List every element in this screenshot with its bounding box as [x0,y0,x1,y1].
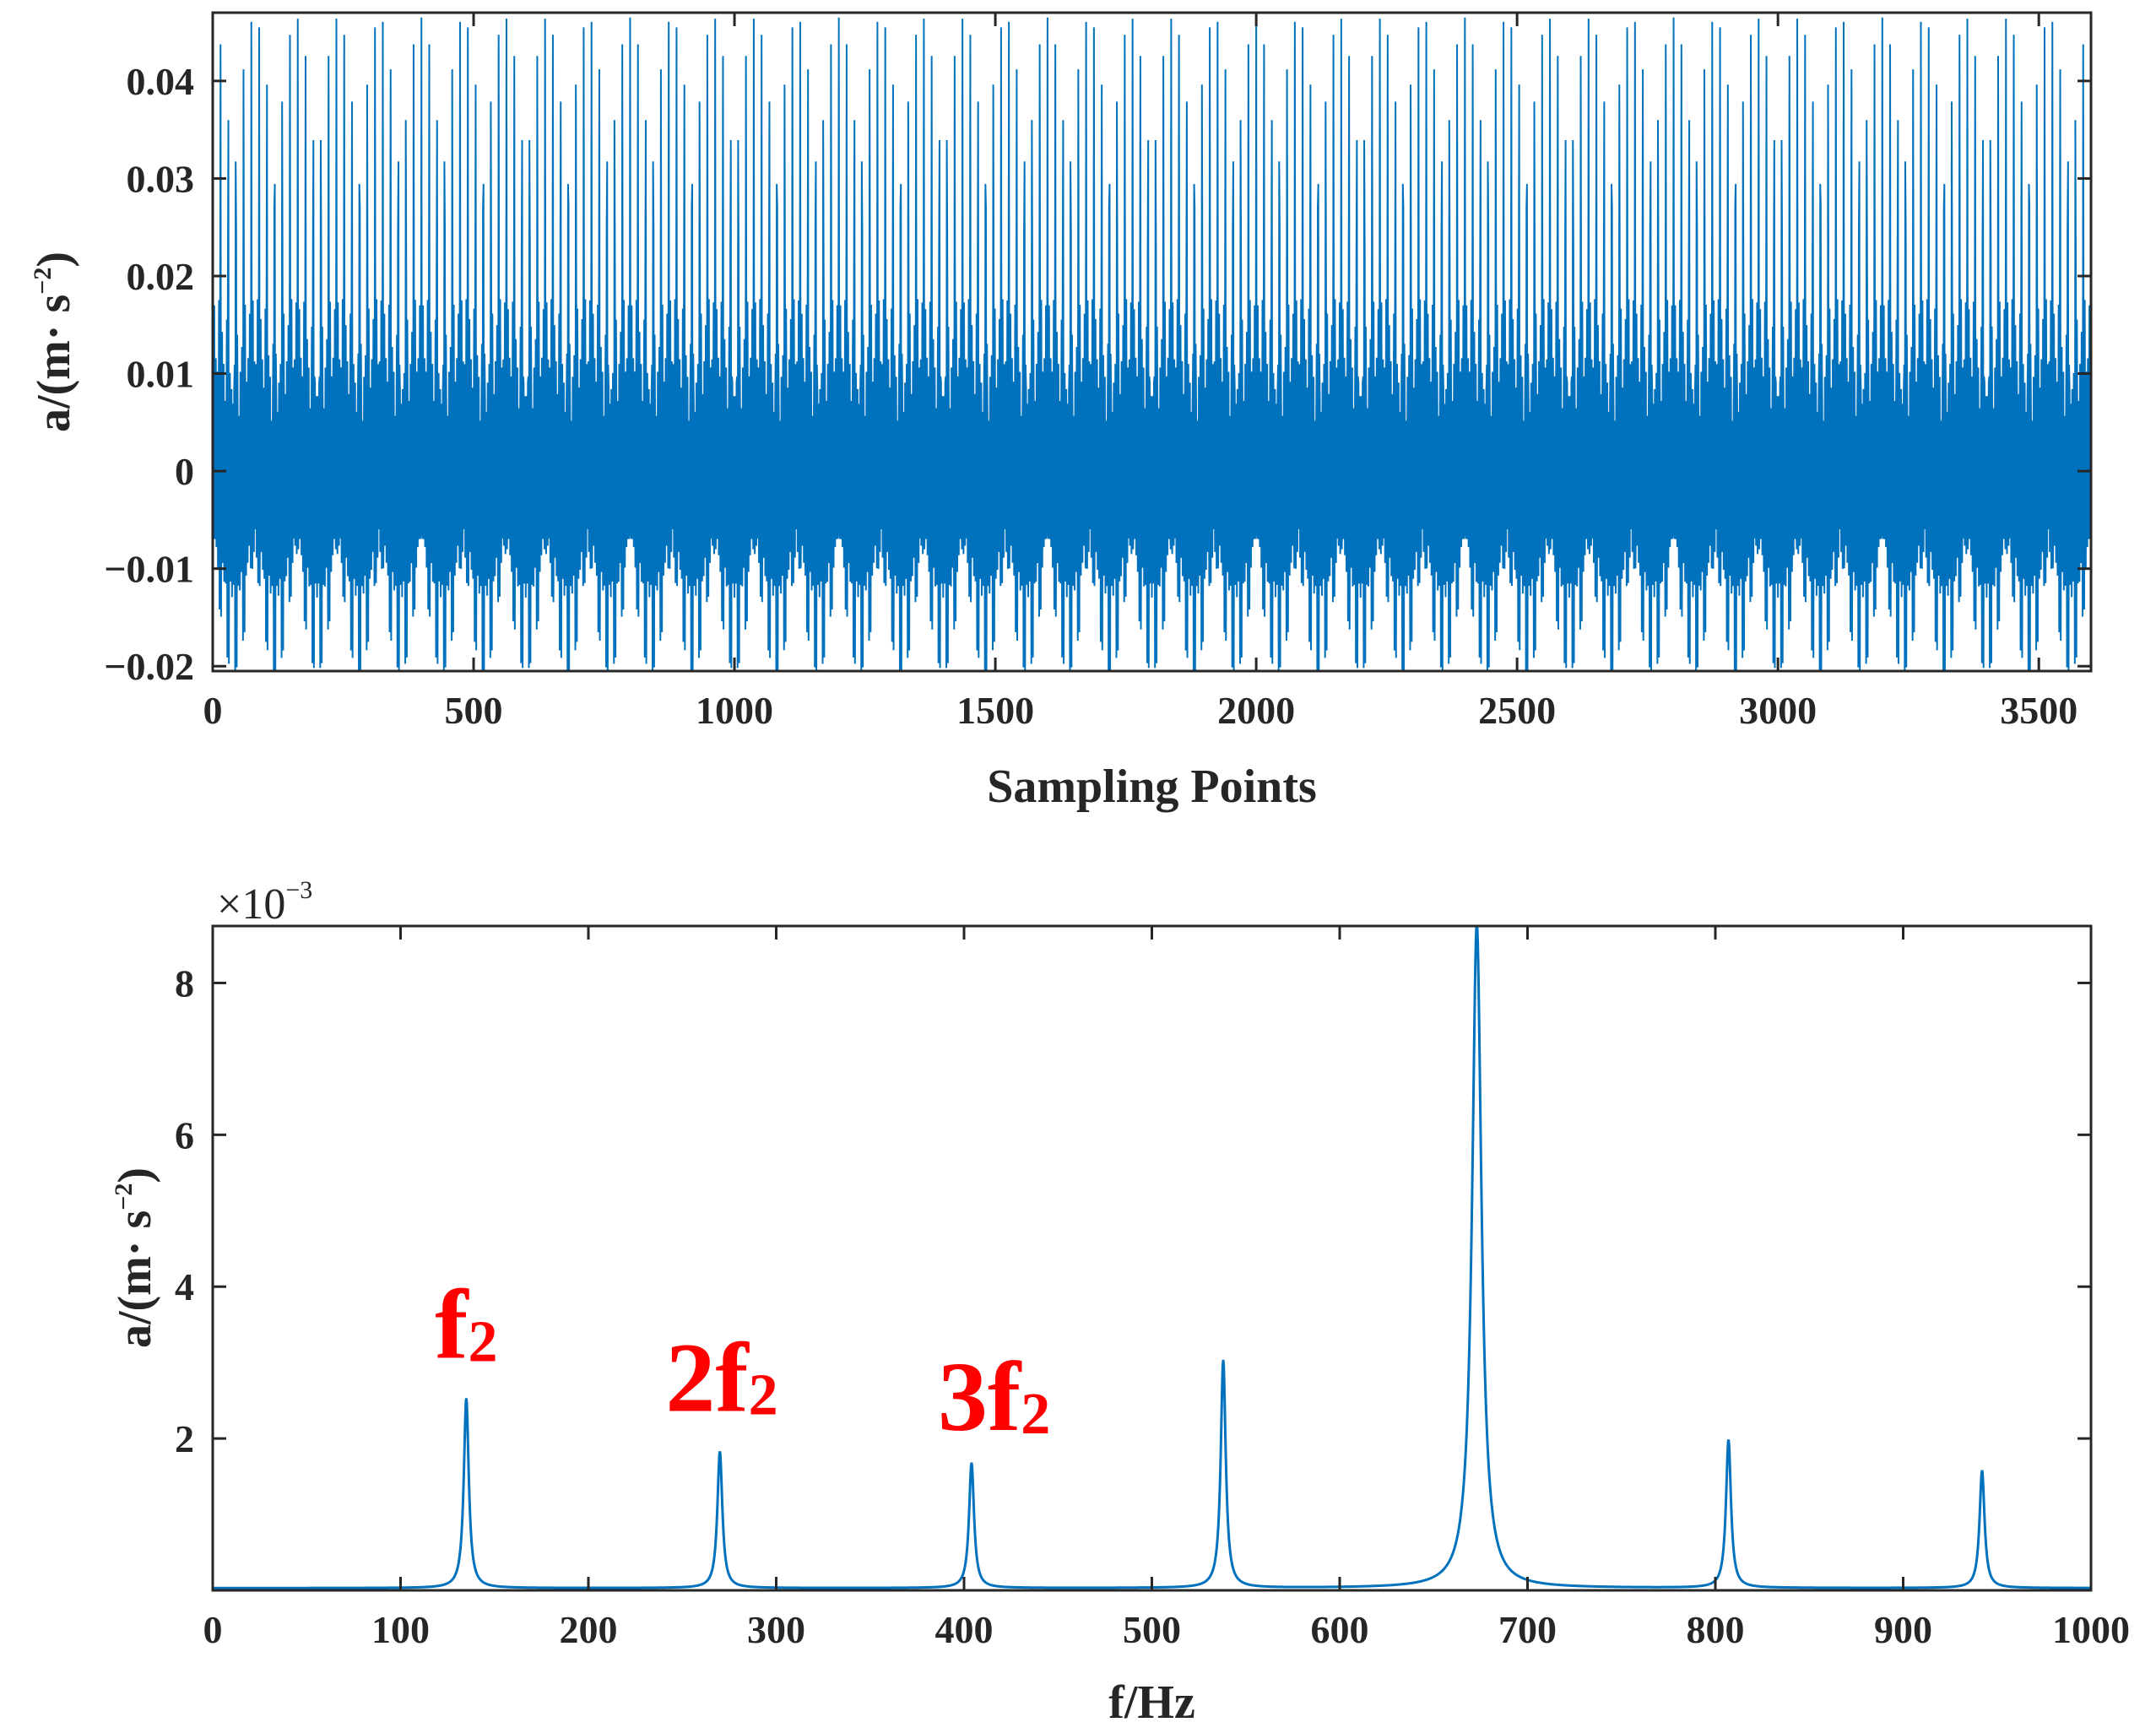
y-tick-label: 2 [175,1417,194,1460]
x-tick-label: 800 [1687,1608,1745,1651]
x-tick-label: 0 [203,1608,223,1651]
harmonic-annotation-main: 2f [665,1323,750,1433]
x-tick-label: 900 [1874,1608,1932,1651]
spectrum-chart-x-ticks: 0 100 200 300 400 500 600 700 800 900 1000 [203,926,2130,1651]
y-tick-label: −0.01 [104,548,194,591]
time-chart-frame [211,11,2093,673]
spectrum-chart-frame [211,924,2093,1592]
spectrum-line [213,925,2091,1589]
spectrum-chart-y-ticks: 2 4 6 8 [175,961,2091,1460]
x-tick-label: 600 [1311,1608,1369,1651]
spectrum-chart-exponent: ×10−3 [217,876,312,929]
harmonic-annotation-sub: 2 [469,1310,498,1375]
y-tick-label: 0 [175,450,194,493]
spectrum-chart-y-label-main: a/(m· s [109,1210,161,1348]
harmonic-annotation-sub: 2 [749,1363,778,1428]
spectrum-chart-y-axis-label: a/(m· s−2) [109,1167,161,1348]
time-chart-y-label-main: a/(m· s [28,295,80,432]
x-tick-label: 1000 [2052,1608,2130,1651]
spectrum-chart-plot-area [213,925,2091,1589]
time-chart-x-ticks: 0 500 1000 1500 2000 2500 3000 3500 [203,13,2077,732]
x-tick-label: 500 [445,689,503,732]
spectrum-chart: 0 100 200 300 400 500 600 700 800 900 1000 2 4 6 8 ×1… [109,876,2130,1729]
harmonic-annotation-main: f [435,1270,469,1380]
y-tick-label: 0.04 [127,60,195,103]
time-chart-y-ticks: −0.02 −0.01 0 0.01 0.02 0.03 0.04 [104,60,2091,688]
y-tick-label: 0.03 [127,157,195,200]
harmonic-annotation: 3f2 [938,1341,1050,1452]
time-chart-x-axis-label: Sampling Points [987,761,1317,813]
y-tick-label: 0.02 [127,255,195,298]
y-tick-label: 6 [175,1113,194,1156]
x-tick-label: 0 [203,689,223,732]
x-tick-label: 100 [371,1608,430,1651]
time-chart-y-label-close: ) [28,252,80,268]
exponent-power: −3 [285,876,312,904]
time-chart-y-axis-label: a/(m· s−2) [28,252,80,432]
y-tick-label: 4 [175,1265,194,1308]
harmonic-annotation-sub: 2 [1021,1382,1050,1447]
spectrum-chart-annotations: f2 2f2 3f2 [435,1270,1050,1452]
time-series-line [212,17,2092,672]
spectrum-chart-y-label-close: ) [109,1167,161,1183]
time-chart-y-label-sup: −2 [29,268,57,295]
x-tick-label: 2000 [1217,689,1295,732]
x-tick-label: 700 [1498,1608,1557,1651]
spectrum-chart-y-label-sup: −2 [110,1183,138,1210]
time-chart: 0 500 1000 1500 2000 2500 3000 3500 −0.02−0.010… [28,11,2093,813]
time-chart-plot-area [212,17,2092,672]
x-tick-label: 500 [1123,1608,1181,1651]
x-tick-label: 2500 [1478,689,1556,732]
harmonic-annotation: 2f2 [665,1323,777,1433]
x-tick-label: 200 [560,1608,618,1651]
x-tick-label: 3500 [2000,689,2077,732]
x-tick-label: 1000 [696,689,773,732]
harmonic-annotation: f2 [435,1270,497,1380]
x-tick-label: 300 [747,1608,805,1651]
x-tick-label: 400 [935,1608,994,1651]
y-tick-label: −0.02 [104,645,194,688]
harmonic-annotation-main: 3f [938,1341,1022,1452]
y-tick-label: 8 [175,961,194,1005]
exponent-base: ×10 [217,880,285,929]
spectrum-chart-x-axis-label: f/Hz [1108,1676,1195,1729]
x-tick-label: 1500 [956,689,1034,732]
x-tick-label: 3000 [1739,689,1817,732]
y-tick-label: 0.01 [127,353,195,396]
